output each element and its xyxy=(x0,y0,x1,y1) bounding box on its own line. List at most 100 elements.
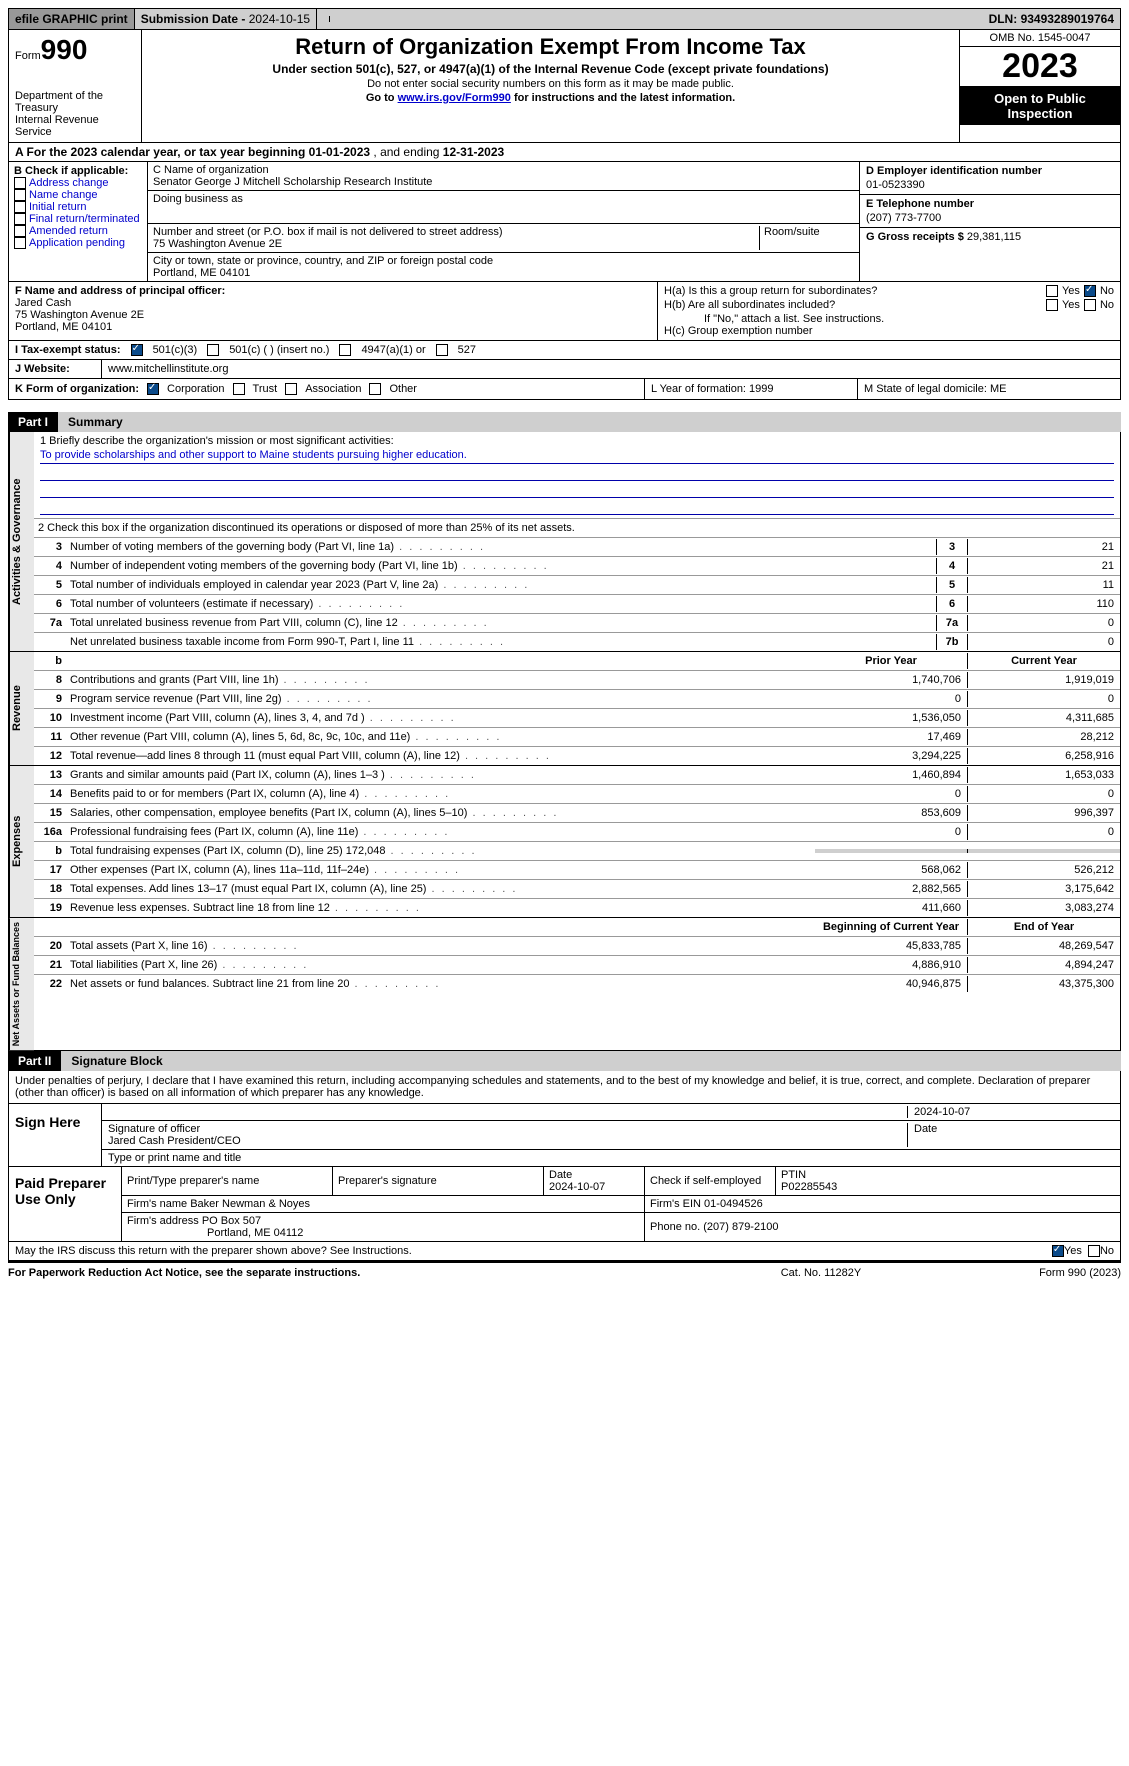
ein: 01-0523390 xyxy=(866,179,1114,191)
part2-num: Part II xyxy=(8,1051,61,1071)
hc-label: H(c) Group exemption number xyxy=(664,325,1114,337)
fphone-lbl: Phone no. xyxy=(650,1221,703,1233)
chk-trust[interactable] xyxy=(233,383,245,395)
chk-527[interactable] xyxy=(436,344,448,356)
chk-address-change[interactable] xyxy=(14,177,26,189)
row-i: I Tax-exempt status: 501(c)(3) 501(c) ( … xyxy=(8,341,1121,360)
year-formation: L Year of formation: 1999 xyxy=(645,379,858,399)
side-revenue: Revenue xyxy=(9,652,34,765)
footer-form: Form 990 (2023) xyxy=(921,1267,1121,1279)
table-row: 11Other revenue (Part VIII, column (A), … xyxy=(34,728,1120,747)
mission-label: 1 Briefly describe the organization's mi… xyxy=(40,435,1114,447)
part1-header: Part I Summary xyxy=(8,412,1121,432)
dba-label: Doing business as xyxy=(148,191,859,224)
table-row: 16aProfessional fundraising fees (Part I… xyxy=(34,823,1120,842)
chk-501c[interactable] xyxy=(207,344,219,356)
firm-name: Baker Newman & Noyes xyxy=(190,1198,310,1210)
goto-post: for instructions and the latest informat… xyxy=(511,92,735,104)
state-domicile: M State of legal domicile: ME xyxy=(858,379,1120,399)
goto-pre: Go to xyxy=(366,92,398,104)
officer-name: Jared Cash xyxy=(15,297,71,309)
hb-no[interactable] xyxy=(1084,299,1096,311)
rev-hdr-b: b xyxy=(34,653,66,669)
prep-name-lbl: Print/Type preparer's name xyxy=(122,1167,333,1196)
officer-label: F Name and address of principal officer: xyxy=(15,285,225,297)
table-row: 17Other expenses (Part IX, column (A), l… xyxy=(34,861,1120,880)
ha-yes[interactable] xyxy=(1046,285,1058,297)
officer-street: 75 Washington Avenue 2E xyxy=(15,309,144,321)
side-expenses: Expenses xyxy=(9,766,34,917)
box-b: B Check if applicable: Address change Na… xyxy=(9,162,148,281)
chk-final-return[interactable] xyxy=(14,213,26,225)
mission-blank2 xyxy=(40,483,1114,498)
table-row: 19Revenue less expenses. Subtract line 1… xyxy=(34,899,1120,917)
table-row: 18Total expenses. Add lines 13–17 (must … xyxy=(34,880,1120,899)
sign-here-block: Sign Here 2024-10-07 Signature of office… xyxy=(8,1104,1121,1167)
subdate-label: Submission Date - xyxy=(141,12,249,26)
chk-501c3[interactable] xyxy=(131,344,143,356)
row-a-pre: A For the 2023 calendar year, or tax yea… xyxy=(15,145,309,159)
opt-501c: 501(c) ( ) (insert no.) xyxy=(229,344,329,356)
chk-initial-return[interactable] xyxy=(14,201,26,213)
chk-name-change[interactable] xyxy=(14,189,26,201)
prep-sig-lbl: Preparer's signature xyxy=(333,1167,544,1196)
fein-lbl: Firm's EIN xyxy=(650,1198,704,1210)
table-row: 9Program service revenue (Part VIII, lin… xyxy=(34,690,1120,709)
table-row: 10Investment income (Part VIII, column (… xyxy=(34,709,1120,728)
hb-yes[interactable] xyxy=(1046,299,1058,311)
faddr-lbl: Firm's address xyxy=(127,1215,202,1227)
subdate: 2024-10-15 xyxy=(249,12,310,26)
gross-receipts: 29,381,115 xyxy=(967,231,1021,243)
footer-cat: Cat. No. 11282Y xyxy=(721,1267,921,1279)
discuss-row: May the IRS discuss this return with the… xyxy=(8,1242,1121,1261)
line2: 2 Check this box if the organization dis… xyxy=(34,520,1120,536)
mission-blank1 xyxy=(40,466,1114,481)
sig-date: 2024-10-07 xyxy=(907,1106,1114,1118)
row-j: J Website: www.mitchellinstitute.org xyxy=(8,360,1121,379)
chk-corporation[interactable] xyxy=(147,383,159,395)
chk-association[interactable] xyxy=(285,383,297,395)
opt-final-return: Final return/terminated xyxy=(29,213,140,225)
fphone: (207) 879-2100 xyxy=(703,1221,778,1233)
table-row: 13Grants and similar amounts paid (Part … xyxy=(34,766,1120,785)
net-hdr-end: End of Year xyxy=(968,919,1120,935)
part1-num: Part I xyxy=(8,412,58,432)
discuss-yes[interactable] xyxy=(1052,1245,1064,1257)
prep-date: 2024-10-07 xyxy=(549,1181,605,1193)
row-a-taxyear: A For the 2023 calendar year, or tax yea… xyxy=(8,143,1121,162)
top-bar: efile GRAPHIC print Submission Date - 20… xyxy=(8,8,1121,30)
preparer-block: Paid Preparer Use Only Print/Type prepar… xyxy=(8,1167,1121,1242)
box-c: C Name of organization Senator George J … xyxy=(148,162,859,281)
opt-527: 527 xyxy=(458,344,476,356)
dept-irs: Internal Revenue Service xyxy=(15,114,135,138)
efile-button[interactable]: efile GRAPHIC print xyxy=(9,9,135,29)
prep-date-lbl: Date xyxy=(549,1169,572,1181)
table-row: 12Total revenue—add lines 8 through 11 (… xyxy=(34,747,1120,765)
form-header: Form990 Department of the Treasury Inter… xyxy=(8,30,1121,143)
opt-trust: Trust xyxy=(253,383,278,395)
faddr1: PO Box 507 xyxy=(202,1215,261,1227)
irs-link[interactable]: www.irs.gov/Form990 xyxy=(398,92,511,104)
table-row: 20Total assets (Part X, line 16)45,833,7… xyxy=(34,937,1120,956)
row-k: K Form of organization: Corporation Trus… xyxy=(8,379,1121,400)
sig-line xyxy=(108,1106,907,1118)
chk-application-pending[interactable] xyxy=(14,237,26,249)
chk-amended-return[interactable] xyxy=(14,225,26,237)
hb-note: If "No," attach a list. See instructions… xyxy=(664,313,1114,325)
public-inspection: Open to Public Inspection xyxy=(960,87,1120,125)
chk-other[interactable] xyxy=(369,383,381,395)
box-b-label: B Check if applicable: xyxy=(14,165,142,177)
table-row: 14Benefits paid to or for members (Part … xyxy=(34,785,1120,804)
form-label: Form xyxy=(15,50,41,62)
discuss-no[interactable] xyxy=(1088,1245,1100,1257)
chk-4947[interactable] xyxy=(339,344,351,356)
opt-initial-return: Initial return xyxy=(29,201,86,213)
table-row: bTotal fundraising expenses (Part IX, co… xyxy=(34,842,1120,861)
table-row: 3Number of voting members of the governi… xyxy=(34,538,1120,557)
part2-header: Part II Signature Block xyxy=(8,1051,1121,1071)
faddr2: Portland, ME 04112 xyxy=(127,1227,303,1239)
table-row: 4Number of independent voting members of… xyxy=(34,557,1120,576)
ha-no[interactable] xyxy=(1084,285,1096,297)
officer-city: Portland, ME 04101 xyxy=(15,321,112,333)
part1-title: Summary xyxy=(58,412,1121,432)
